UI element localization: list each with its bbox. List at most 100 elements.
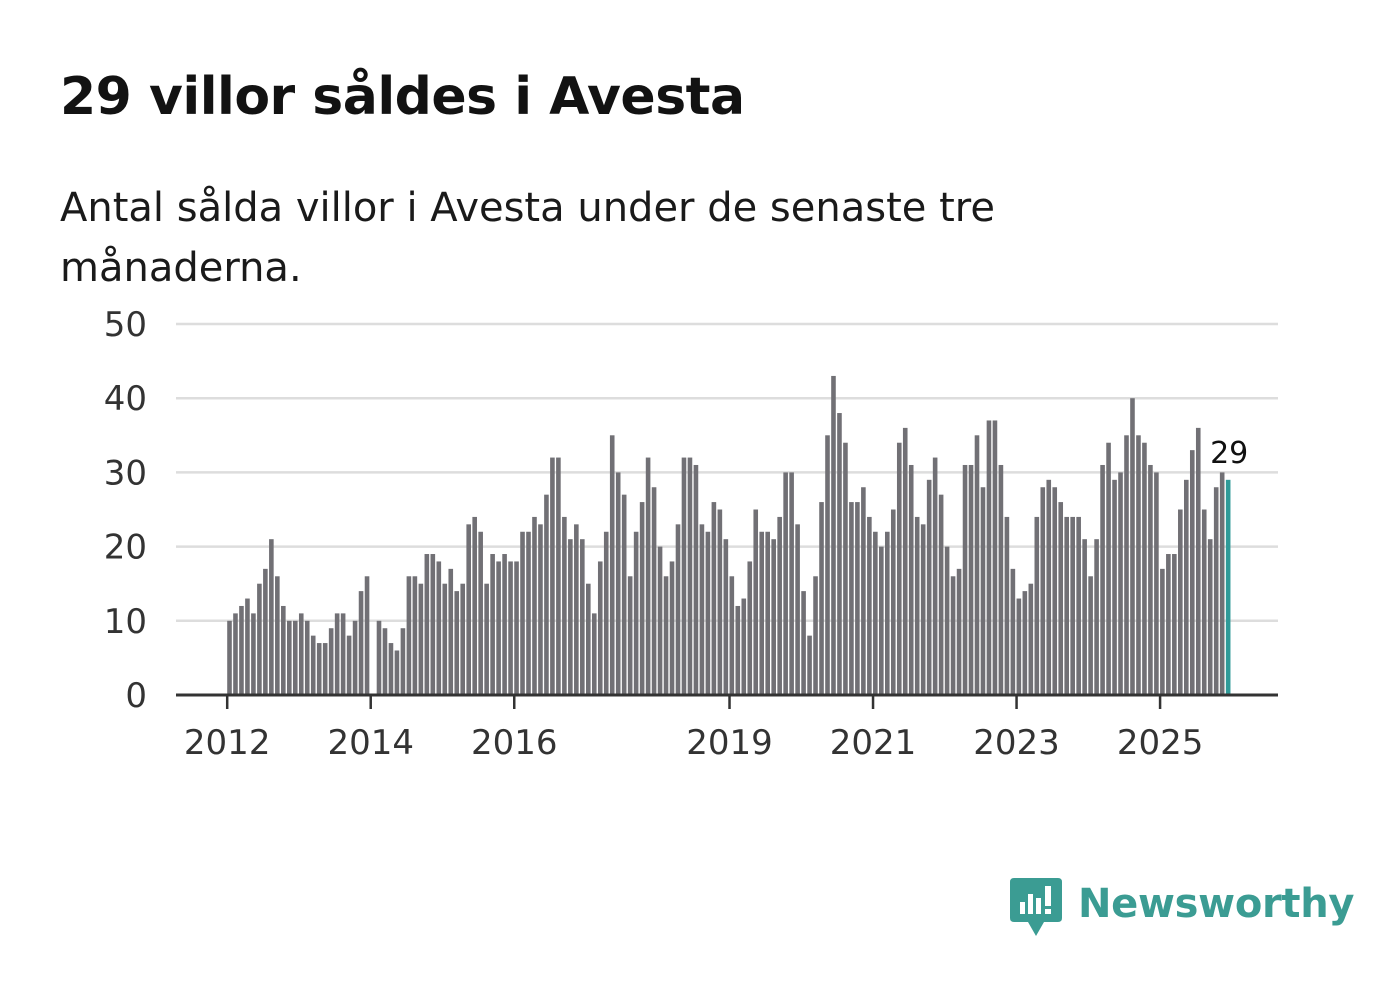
bar (1201, 509, 1207, 695)
bar (490, 554, 495, 695)
bar (657, 546, 663, 695)
bar (639, 502, 645, 695)
bar (992, 420, 998, 695)
y-tick-label: 50 (104, 305, 147, 345)
bar (251, 613, 256, 695)
bar (496, 561, 501, 695)
bar (412, 576, 418, 695)
bar (890, 509, 896, 695)
bar (1064, 516, 1069, 695)
bar (430, 554, 436, 695)
bar (609, 435, 615, 695)
bar (1040, 487, 1046, 695)
bar (466, 524, 471, 695)
bar (1106, 442, 1111, 695)
bar (1195, 427, 1201, 695)
x-tick-label: 2019 (686, 723, 773, 763)
bar (436, 561, 442, 695)
bar (287, 620, 292, 695)
bar (873, 531, 878, 695)
x-tick-label: 2014 (327, 723, 414, 763)
bar (908, 464, 914, 695)
bar (1112, 479, 1117, 695)
bar (926, 479, 932, 695)
bar (615, 472, 621, 695)
brand-name: Newsworthy (1078, 881, 1355, 927)
bar (1207, 539, 1213, 695)
x-tick-label: 2025 (1117, 723, 1204, 763)
bar (358, 591, 364, 695)
bar-latest (1225, 479, 1231, 695)
bar (292, 620, 298, 695)
x-tick-label: 2016 (471, 723, 558, 763)
bar (789, 472, 794, 695)
bar (1166, 554, 1171, 695)
bar (920, 524, 926, 695)
bar (1219, 472, 1225, 695)
bar (239, 605, 244, 695)
bar (275, 576, 280, 695)
bar (568, 539, 573, 695)
bar (633, 531, 639, 695)
bar (418, 583, 424, 695)
bar (245, 598, 250, 695)
bar (454, 591, 460, 695)
bar (932, 457, 938, 695)
bar (896, 442, 902, 695)
bar (747, 561, 753, 695)
bar (651, 487, 657, 695)
bar (938, 494, 944, 695)
bar (663, 576, 669, 695)
bar (1213, 487, 1219, 695)
bar (1154, 472, 1159, 695)
chart-title: 29 villor såldes i Avesta (60, 67, 745, 127)
bar (1124, 435, 1129, 695)
bar (257, 583, 262, 695)
bar (795, 524, 800, 695)
y-tick-label: 0 (125, 676, 147, 716)
bar (484, 583, 489, 695)
bar (1136, 435, 1141, 695)
bar (861, 487, 866, 695)
bar (867, 516, 872, 695)
bar (1148, 464, 1153, 695)
y-tick-label: 30 (104, 453, 147, 493)
bar (388, 643, 394, 695)
bar (765, 531, 770, 695)
bar (1088, 576, 1093, 695)
bar (340, 613, 346, 695)
y-axis-tick-labels: 0 10 20 30 40 50 (104, 305, 147, 716)
bar (693, 464, 699, 695)
bar (394, 650, 400, 695)
bar (526, 531, 531, 695)
bar (328, 628, 334, 695)
bar (574, 524, 579, 695)
bar (472, 516, 477, 695)
bar (735, 605, 741, 695)
bar (687, 457, 693, 695)
bar (968, 464, 974, 695)
latest-value-label: 29 (1210, 436, 1248, 471)
bar (298, 613, 304, 695)
bar (753, 509, 759, 695)
bar (819, 502, 824, 695)
bar (837, 413, 842, 695)
bar (998, 464, 1004, 695)
bar (352, 620, 358, 695)
bar (603, 531, 609, 695)
bar (1118, 472, 1123, 695)
bar (1004, 516, 1010, 695)
bar (1189, 450, 1195, 695)
bar (681, 457, 687, 695)
bar (855, 502, 860, 695)
bar (980, 487, 986, 695)
bar (705, 531, 711, 695)
y-tick-label: 40 (104, 379, 147, 419)
bar (621, 494, 627, 695)
bar (586, 583, 591, 695)
y-tick-label: 10 (104, 602, 147, 642)
bar (400, 628, 406, 695)
bar (508, 561, 513, 695)
bar (759, 531, 765, 695)
